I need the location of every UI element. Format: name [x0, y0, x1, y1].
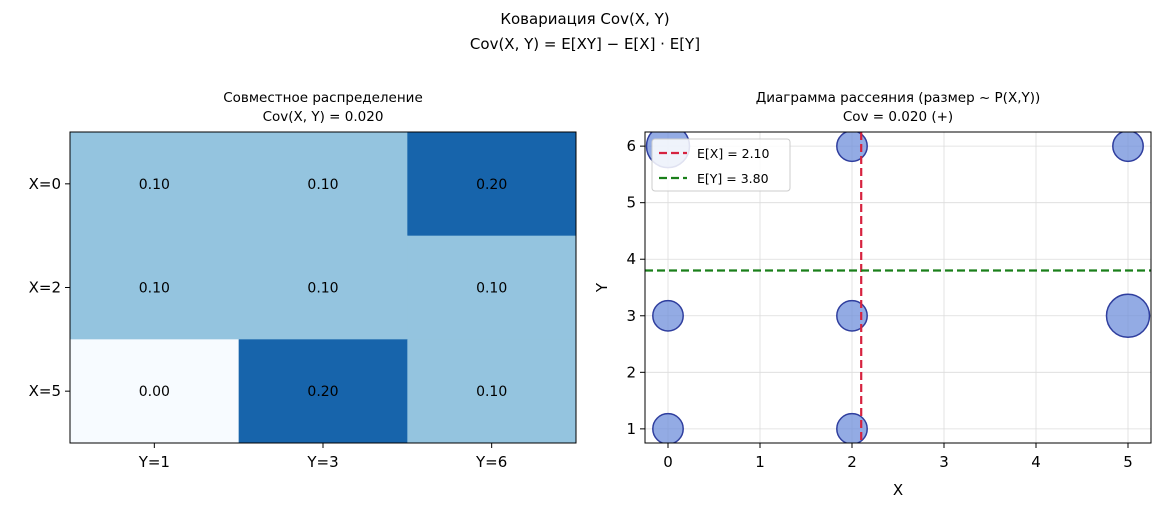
heatmap-cell-label: 0.10 [307, 177, 338, 193]
x-tick-label: 1 [755, 453, 765, 471]
x-tick-label: 0 [663, 453, 673, 471]
y-tick-label: X=0 [29, 175, 61, 193]
figure-formula: Cov(X, Y) = E[XY] − E[X] · E[Y] [469, 35, 701, 53]
scatter-point [836, 132, 868, 163]
heatmap-cell [407, 339, 577, 444]
heatmap-cell [238, 132, 408, 237]
scatter-point [652, 412, 684, 443]
y-tick-label: 3 [626, 307, 636, 325]
heatmap-title: Совместное распределение Cov(X, Y) = 0.0… [70, 89, 576, 127]
scatter-panel: 0 1 2 3 4 5 1 2 3 4 5 6 X Y E[X] = 2.10 E[Y] = 3.80 [593, 131, 1152, 499]
heatmap-panel: 0.10 0.10 0.20 0.10 0.10 0.10 0.00 0.20 0.10 X=0 X… [29, 131, 577, 471]
heatmap-cell [70, 339, 240, 444]
heatmap-cell-label: 0.10 [476, 384, 507, 400]
heatmap-cell-label: 0.10 [139, 177, 170, 193]
y-tick-label: X=2 [29, 279, 61, 297]
scatter-point [652, 299, 684, 332]
scatter-point [836, 299, 868, 332]
scatter-title: Диаграмма рассеяния (размер ~ P(X,Y)) Co… [645, 89, 1151, 127]
y-tick-label: 6 [626, 137, 636, 155]
y-tick-label: 5 [626, 194, 636, 212]
x-tick-label: 2 [847, 453, 857, 471]
heatmap-title-line2: Cov(X, Y) = 0.020 [262, 109, 384, 125]
x-tick-label: 5 [1123, 453, 1133, 471]
heatmap-cell [70, 235, 240, 340]
x-tick-label: Y=1 [138, 453, 170, 471]
heatmap-cell [238, 339, 408, 444]
heatmap-cell-label: 0.20 [307, 384, 338, 400]
y-tick-label: 2 [626, 363, 636, 381]
heatmap-cell-label: 0.10 [476, 281, 507, 297]
y-tick-label: 1 [626, 420, 636, 438]
legend-mean-y-label: E[Y] = 3.80 [697, 171, 769, 186]
heatmap-cell-label: 0.20 [476, 177, 507, 193]
heatmap-cell [238, 235, 408, 340]
scatter-frame [644, 131, 1152, 444]
heatmap-cell [407, 235, 577, 340]
y-tick-label: X=5 [29, 382, 61, 400]
heatmap-cell-label: 0.00 [139, 384, 170, 400]
x-tick-label: 3 [939, 453, 949, 471]
legend-mean-x-label: E[X] = 2.10 [697, 146, 770, 161]
heatmap-cell-label: 0.10 [307, 281, 338, 297]
heatmap-cell [407, 132, 577, 237]
y-axis-label: Y [593, 282, 611, 293]
heatmap-cell [70, 132, 240, 237]
figure-title: Ковариация Cov(X, Y) [500, 10, 670, 28]
scatter-title-line2: Cov = 0.020 (+) [842, 109, 954, 125]
scatter-point [1105, 293, 1151, 339]
scatter-title-line1: Диаграмма рассеяния (размер ~ P(X,Y)) [755, 90, 1041, 106]
x-tick-label: 4 [1031, 453, 1041, 471]
heatmap-cell-label: 0.10 [139, 281, 170, 297]
scatter-point [836, 412, 868, 443]
scatter-point [1112, 132, 1144, 163]
x-tick-label: Y=6 [475, 453, 507, 471]
x-axis-label: X [893, 481, 903, 499]
x-tick-label: Y=3 [306, 453, 338, 471]
y-tick-label: 4 [626, 250, 636, 268]
legend: E[X] = 2.10 E[Y] = 3.80 [651, 138, 791, 192]
heatmap-title-line1: Совместное распределение [223, 90, 423, 106]
